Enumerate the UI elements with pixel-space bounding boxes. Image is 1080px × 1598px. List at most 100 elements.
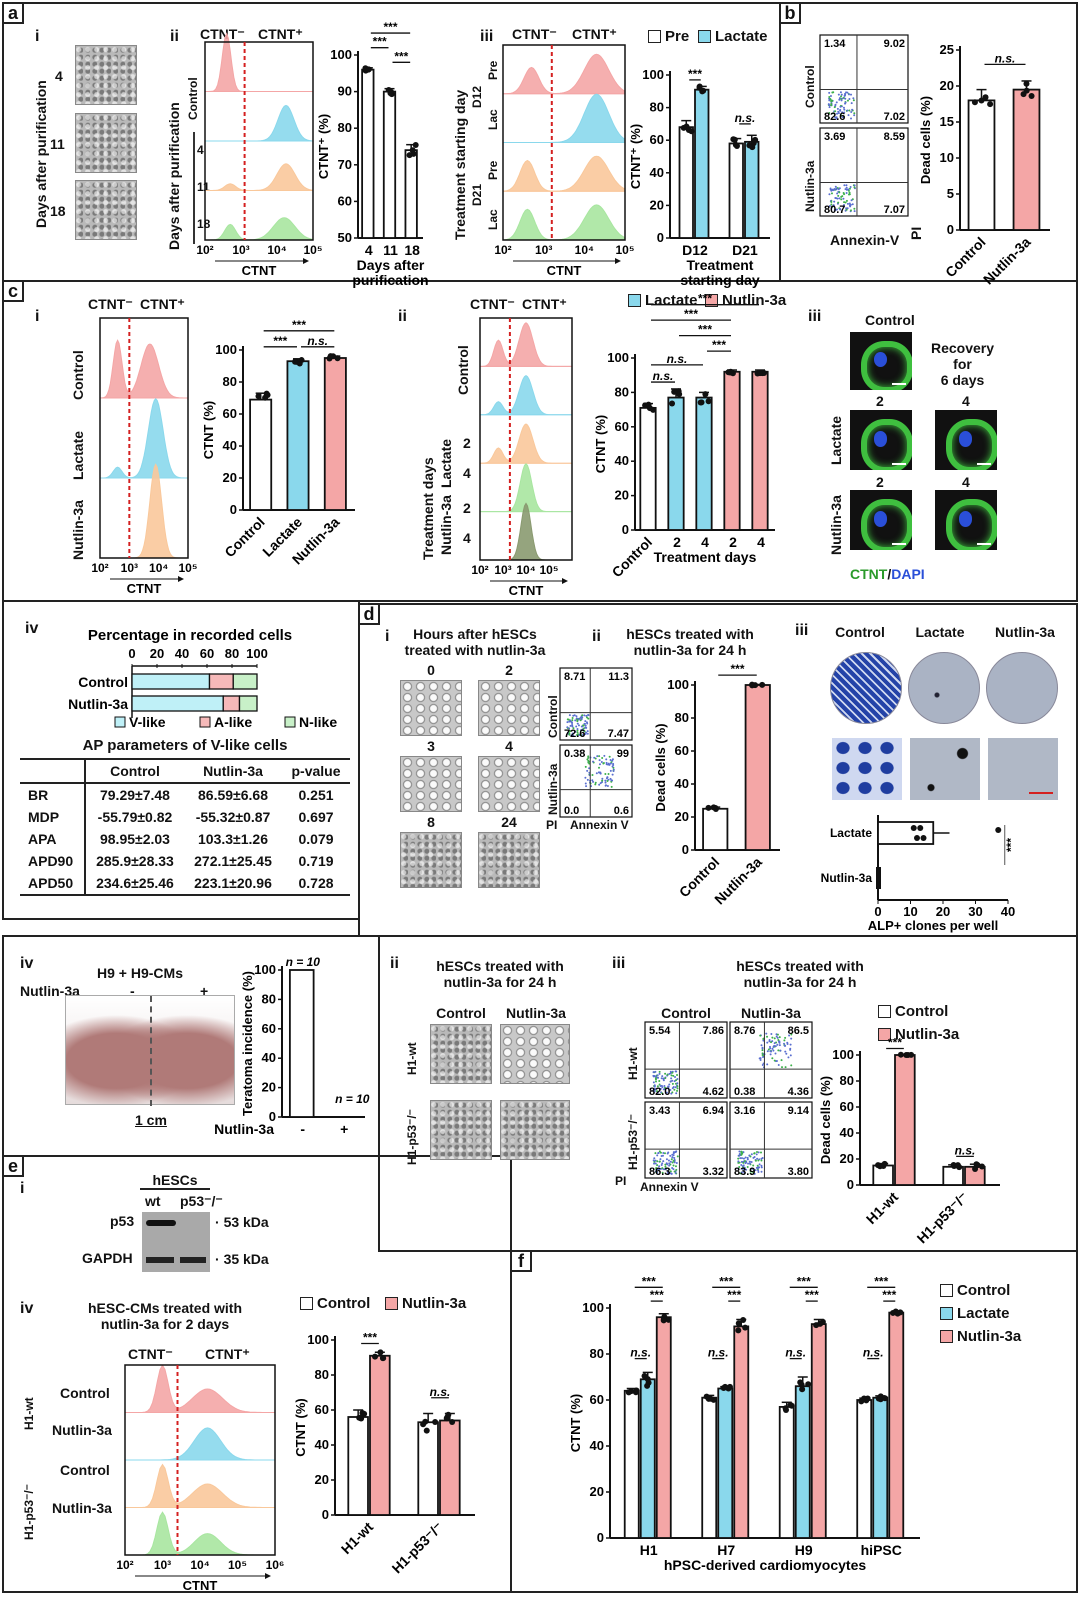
chart-svg: 8.71 11.3 72.6 7.47 [559,667,633,741]
event-dot [790,1064,793,1067]
significance-label: *** [1004,838,1018,852]
a-i-ylabel: Days after purification [33,80,49,228]
row-label: Control [803,65,817,108]
bar [702,807,729,851]
event-dot [745,1168,748,1171]
micrograph [478,832,540,888]
chart-svg: Percentage in recorded cells 0 20 40 60 80 100… [68,627,337,730]
x-tick-label: 2 [673,534,681,550]
event-dot [666,1152,669,1155]
event-dot [675,1092,678,1095]
data-point [705,1395,712,1402]
stacked-segment [208,673,234,690]
event-dot [737,1157,740,1160]
event-dot [830,201,833,204]
event-dot [584,782,587,785]
data-point [660,1317,667,1324]
event-dot [673,1088,676,1091]
event-dot [737,1154,740,1157]
category-label: Nutlin-3a [821,871,873,885]
event-dot [742,1164,745,1167]
event-dot [584,776,587,779]
data-point [255,393,262,400]
event-dot [845,184,848,187]
quadrant-value: 7.47 [608,728,629,740]
event-dot [611,758,614,761]
micrograph [400,832,462,888]
event-dot [675,1150,678,1153]
data-point [387,90,394,97]
bar [794,1385,811,1539]
event-dot [666,1163,669,1166]
x-axis-label: hPSC-derived cardiomyocytes [664,1557,867,1573]
row-label: Control [60,1462,110,1478]
table-cell: 234.6±25.46 [84,872,184,896]
row-label: Nutlin-3a [803,160,817,212]
y-tick-label: 60 [615,419,629,434]
event-dot [672,1152,675,1155]
bar [639,1378,656,1539]
day-label: 4 [463,530,471,546]
y-axis-label: Dead cells (%) [818,1076,833,1164]
data-point [262,394,269,401]
category-label: Control [78,674,128,690]
legend-text: Lactate [715,28,768,45]
event-dot [743,1166,746,1169]
bar [967,99,996,231]
bar [695,396,713,531]
sub-label-c-iii: iii [808,308,822,325]
event-dot [594,757,597,760]
ctnt-neg-label: CTNT⁻ [470,296,515,312]
significance-label: n.s. [955,1143,976,1157]
event-dot [839,114,842,117]
event-dot [663,1084,666,1087]
event-dot [658,1165,661,1168]
bar [876,867,881,889]
event-dot [659,1167,662,1170]
significance-label: n.s. [630,1346,651,1360]
event-dot [668,1162,671,1165]
event-dot [656,1164,659,1167]
bar [404,149,418,239]
event-dot [766,1041,769,1044]
event-dot [758,1057,761,1060]
event-dot [767,1048,770,1051]
x-tick-label: H1-p53⁻/⁻ [914,1189,972,1247]
event-dot [749,1170,752,1173]
event-dot [584,724,587,727]
y-axis-label: CTNT (%) [201,401,216,460]
a-i-day: 4 [55,68,63,84]
event-dot [585,714,588,717]
fluorescence-image [850,410,912,470]
event-dot [837,194,840,197]
bar [323,357,347,511]
event-dot [579,716,582,719]
day-label: 2 [876,393,884,409]
data-point [644,1382,651,1389]
data-point [908,1051,915,1058]
event-dot [840,198,843,201]
event-dot [665,1158,668,1161]
legend-label: N-like [299,714,337,730]
ctnt-pos-label: CTNT⁺ [522,296,567,312]
significance-label: *** [882,1288,896,1302]
event-dot [676,1087,679,1090]
event-dot [656,1076,659,1079]
quadrant-value: 9.14 [788,1105,810,1117]
quadrant-value: 6.94 [703,1105,725,1117]
bar [667,396,685,531]
y-tick-label: 5 [947,186,954,201]
event-dot [844,188,847,191]
event-dot [834,196,837,199]
event-dot [843,111,846,114]
event-dot [658,1150,661,1153]
event-dot [604,781,607,784]
x-tick-label: 30 [968,904,982,919]
table-row: APD90 285.9±28.33 272.1±25.45 0.719 [20,850,350,872]
event-dot [842,205,845,208]
bar-chart-a-ii: 50 60 70 80 90 100 CTNT⁺ (%) 4 11 18 Days after pur… [316,20,429,288]
significance-label: *** [727,1288,741,1302]
event-dot [833,106,836,109]
event-dot [837,112,840,115]
quadrant-value: 0.38 [564,748,585,760]
